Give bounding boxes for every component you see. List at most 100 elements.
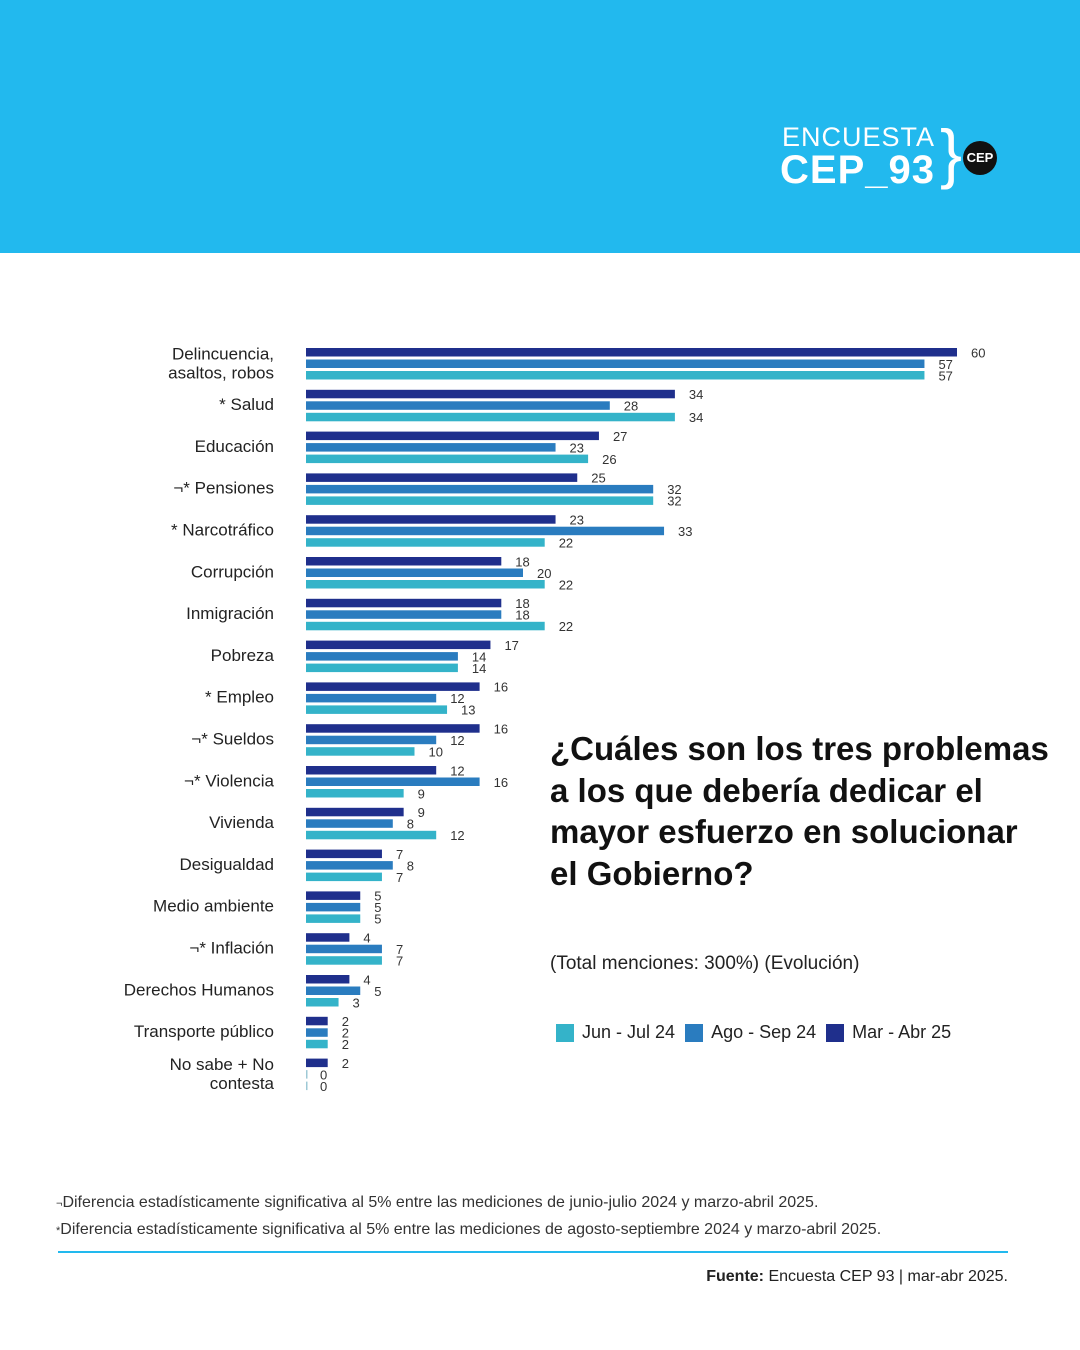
legend: Jun - Jul 24 Ago - Sep 24 Mar - Abr 25 (556, 1022, 961, 1043)
bar-pobreza-mar-abr-25 (306, 640, 491, 650)
category-label-narcotrafico: * Narcotráfico (171, 520, 274, 539)
value-label-pobreza-jun-jul-24: 14 (472, 661, 486, 676)
value-label-transporte-publico-jun-jul-24: 2 (342, 1037, 349, 1052)
bar-medio-ambiente-mar-abr-25 (306, 891, 361, 900)
value-label-derechos-humanos-jun-jul-24: 3 (353, 995, 360, 1010)
value-label-derechos-humanos-mar-abr-25: 4 (363, 972, 370, 987)
value-label-medio-ambiente-ago-sep-24: 5 (374, 900, 381, 915)
brand-brace-icon: } (940, 116, 963, 190)
category-label-transporte-publico: Transporte público (134, 1022, 274, 1041)
category-label-sueldos: ¬* Sueldos (191, 729, 274, 748)
value-label-no-sabe-no-contesta-mar-abr-25: 2 (342, 1056, 349, 1071)
brand-line-1: ENCUESTA (782, 122, 936, 152)
question-subtitle: (Total menciones: 300%) (Evolución) (550, 953, 860, 974)
legend-swatch-jun-jul-24 (556, 1023, 574, 1042)
bar-corrupcion-mar-abr-25 (306, 557, 502, 566)
value-label-derechos-humanos-ago-sep-24: 5 (374, 984, 381, 999)
bar-empleo-jun-jul-24 (306, 705, 448, 714)
value-label-educacion-mar-abr-25: 27 (613, 429, 627, 444)
bar-corrupcion-ago-sep-24 (306, 568, 523, 577)
legend-item-mar-abr-25: Mar - Abr 25 (826, 1022, 951, 1043)
footer-divider (58, 1251, 1008, 1253)
value-label-corrupcion-ago-sep-24: 20 (537, 566, 551, 581)
bar-empleo-mar-abr-25 (306, 682, 480, 691)
bar-sueldos-jun-jul-24 (306, 747, 415, 756)
value-label-salud-ago-sep-24: 28 (624, 399, 638, 414)
footnote-2-text: Diferencia estadísticamente significativ… (60, 1221, 882, 1238)
value-label-salud-mar-abr-25: 34 (689, 387, 703, 402)
footnote-2: *Diferencia estadísticamente significati… (56, 1217, 881, 1244)
footnote-1: ¬Diferencia estadísticamente significati… (56, 1190, 881, 1217)
bar-inmigracion-jun-jul-24 (306, 621, 545, 631)
category-label-salud: * Salud (219, 395, 274, 414)
legend-swatch-ago-sep-24 (685, 1023, 704, 1042)
bar-salud-mar-abr-25 (306, 389, 675, 399)
category-label-inflacion: ¬* Inflación (189, 938, 274, 957)
footnotes: ¬ Diferencia estadísticamente significati… (56, 1190, 881, 1244)
value-label-sueldos-jun-jul-24: 10 (429, 744, 443, 759)
legend-swatch-mar-abr-25 (826, 1023, 845, 1042)
legend-label-jun-jul-24: Jun - Jul 24 (582, 1022, 676, 1042)
header-banner: ENCUESTA CEP_93 } CEP (0, 0, 1080, 253)
bar-pensiones-ago-sep-24 (306, 484, 654, 494)
bar-educacion-jun-jul-24 (306, 454, 589, 464)
cep-logo-icon: CEP (963, 141, 997, 175)
bar-delincuencia-asaltos-robos-ago-sep-24 (306, 359, 925, 368)
bar-transporte-publico-mar-abr-25 (306, 1016, 328, 1026)
category-label-inmigracion: Inmigración (186, 604, 274, 623)
bar-salud-jun-jul-24 (306, 412, 675, 422)
value-label-desigualdad-jun-jul-24: 7 (396, 870, 403, 885)
category-label-pensiones: ¬* Pensiones (173, 479, 274, 498)
bar-inflacion-mar-abr-25 (306, 933, 350, 942)
value-label-corrupcion-jun-jul-24: 22 (559, 577, 573, 592)
legend-label-ago-sep-24: Ago - Sep 24 (711, 1022, 817, 1042)
bar-desigualdad-jun-jul-24 (306, 872, 382, 882)
footnote-1-mark: ¬ (56, 1198, 63, 1210)
bar-inmigracion-mar-abr-25 (306, 598, 502, 608)
value-label-desigualdad-ago-sep-24: 8 (407, 858, 414, 873)
value-label-pobreza-mar-abr-25: 17 (504, 638, 518, 653)
bar-medio-ambiente-ago-sep-24 (306, 902, 361, 912)
value-label-sueldos-ago-sep-24: 12 (450, 733, 464, 748)
value-label-desigualdad-mar-abr-25: 7 (396, 847, 403, 862)
bar-derechos-humanos-ago-sep-24 (306, 986, 361, 995)
category-label-desigualdad: Desigualdad (179, 855, 274, 874)
footnote-2-mark: * (56, 1225, 61, 1237)
bar-violencia-mar-abr-25 (306, 766, 437, 775)
bar-violencia-jun-jul-24 (306, 789, 404, 798)
value-label-inmigracion-jun-jul-24: 22 (559, 619, 573, 634)
category-label-vivienda: Vivienda (209, 813, 274, 832)
value-label-inflacion-jun-jul-24: 7 (396, 953, 403, 968)
category-label-derechos-humanos: Derechos Humanos (124, 980, 274, 999)
bar-derechos-humanos-jun-jul-24 (306, 998, 339, 1007)
bar-transporte-publico-jun-jul-24 (306, 1039, 328, 1049)
value-label-sueldos-mar-abr-25: 16 (494, 721, 508, 736)
bar-pensiones-mar-abr-25 (306, 473, 578, 482)
bar-vivienda-mar-abr-25 (306, 807, 404, 817)
bar-inflacion-jun-jul-24 (306, 956, 382, 965)
value-label-pensiones-mar-abr-25: 25 (591, 471, 605, 486)
bar-narcotrafico-ago-sep-24 (306, 526, 665, 536)
bar-narcotrafico-mar-abr-25 (306, 515, 556, 524)
value-label-inflacion-mar-abr-25: 4 (363, 930, 370, 945)
value-label-narcotrafico-ago-sep-24: 33 (678, 524, 692, 539)
value-label-vivienda-jun-jul-24: 12 (450, 828, 464, 843)
value-label-violencia-jun-jul-24: 9 (418, 786, 425, 801)
value-label-violencia-mar-abr-25: 12 (450, 763, 464, 778)
value-label-delincuencia-asaltos-robos-mar-abr-25: 60 (971, 345, 985, 360)
value-label-narcotrafico-mar-abr-25: 23 (570, 512, 584, 527)
question-title: ¿Cuáles son los tres problemas a los que… (550, 730, 1049, 892)
category-label-pobreza: Pobreza (211, 646, 275, 665)
bar-educacion-ago-sep-24 (306, 443, 556, 452)
category-label-empleo: * Empleo (205, 688, 274, 707)
bar-vivienda-ago-sep-24 (306, 819, 393, 828)
value-label-vivienda-mar-abr-25: 9 (418, 805, 425, 820)
value-label-medio-ambiente-mar-abr-25: 5 (374, 889, 381, 904)
value-label-medio-ambiente-jun-jul-24: 5 (374, 912, 381, 927)
value-label-vivienda-ago-sep-24: 8 (407, 817, 414, 832)
value-label-educacion-jun-jul-24: 26 (602, 452, 616, 467)
value-label-empleo-mar-abr-25: 16 (494, 680, 508, 695)
bar-pobreza-jun-jul-24 (306, 663, 458, 673)
source-label: Fuente: (706, 1268, 764, 1285)
bar-no-sabe-no-contesta-ago-sep-24 (306, 1070, 308, 1079)
